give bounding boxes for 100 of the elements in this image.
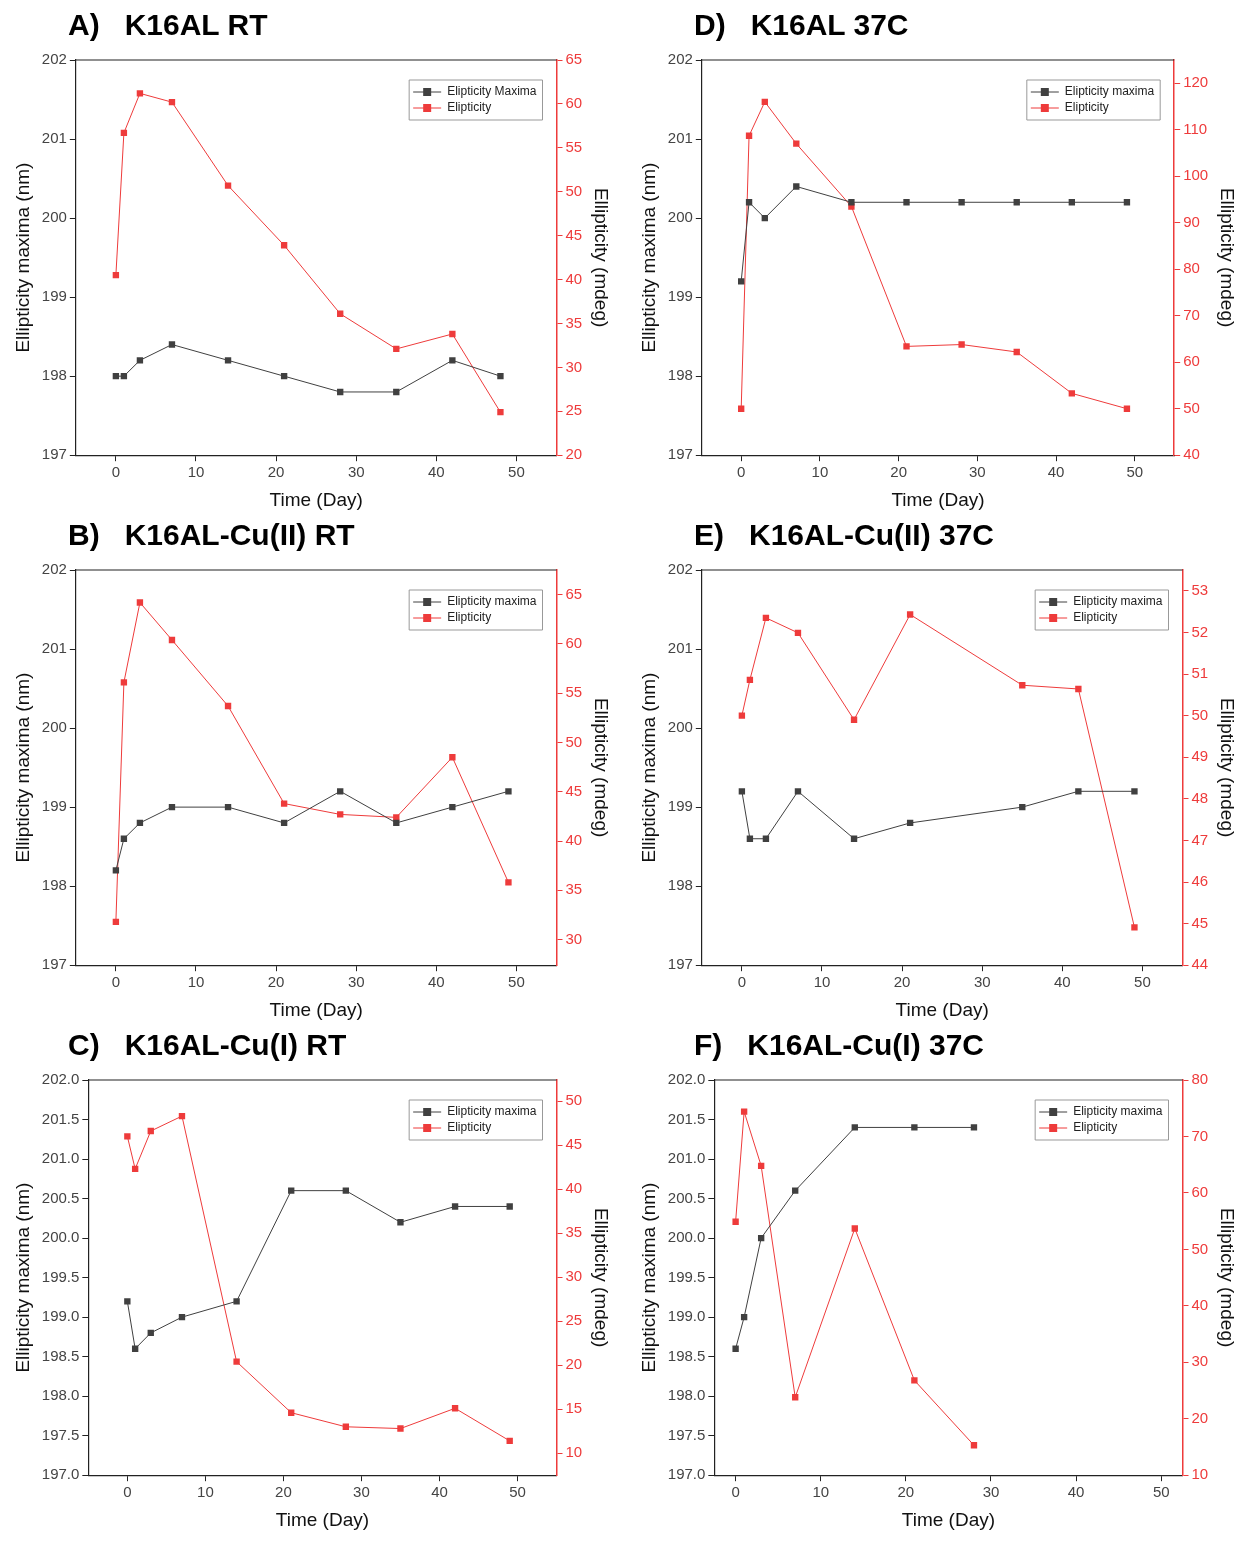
y-tick-label: 201 (667, 129, 693, 147)
point (851, 1225, 858, 1232)
point (738, 712, 746, 719)
x-tick-label: 40 (1067, 1483, 1085, 1501)
y-tick-label: 199.5 (667, 1267, 706, 1285)
point (131, 1345, 139, 1352)
y-tick-label: 201 (667, 639, 693, 657)
x-tick-label: 0 (737, 973, 747, 991)
y2-tick-label: 35 (565, 880, 583, 898)
y-tick-label: 200.5 (667, 1188, 706, 1206)
point (1123, 405, 1131, 412)
x-tick-label: 30 (982, 1483, 1000, 1501)
legend-label: Elipticity maxima (1073, 594, 1163, 609)
point (337, 811, 344, 818)
y2-tick-label: 55 (565, 683, 583, 701)
y-tick-label: 197.5 (41, 1425, 80, 1443)
y2-tick-label: 48 (1191, 788, 1209, 806)
point (449, 330, 456, 338)
y2-tick-label: 53 (1191, 580, 1209, 598)
x-axis-title: Time (Day) (269, 488, 363, 510)
x-tick-label: 0 (731, 1483, 740, 1501)
x-tick-label: 0 (111, 463, 121, 481)
y2-tick-label: 45 (1191, 913, 1209, 931)
point (906, 611, 914, 618)
point (911, 1124, 918, 1131)
point (793, 183, 800, 190)
y-tick-label: 199 (41, 797, 67, 815)
y-tick-label: 199 (667, 287, 693, 305)
y-tick-label: 201.5 (41, 1109, 80, 1127)
x-tick-label: 50 (1126, 463, 1144, 481)
y-tick-label: 202 (41, 560, 67, 578)
y2-tick-label: 40 (1183, 445, 1200, 463)
y-axis-title: Ellipticity maxima (nm) (637, 672, 659, 863)
legend-label: Elipticity (447, 1120, 492, 1135)
point (449, 754, 456, 761)
point (120, 679, 128, 686)
x-axis-title: Time (Day) (901, 1508, 996, 1530)
legend-label: Elipticity maxima (1073, 1104, 1163, 1119)
x-tick-label: 20 (267, 463, 285, 481)
y2-tick-label: 25 (565, 401, 583, 419)
y-tick-label: 201.0 (667, 1149, 706, 1167)
y-tick-label: 197 (667, 445, 693, 463)
y-tick-label: 198 (41, 876, 67, 894)
y2-axis-title: Ellipticity (mdeg) (591, 1207, 613, 1348)
y2-axis-title: Ellipticity (mdeg) (1217, 1207, 1239, 1348)
legend-label: Elipticity (447, 610, 492, 625)
legend-label: Elipticity maxima (1064, 84, 1155, 99)
x-tick-label: 20 (275, 1483, 292, 1501)
y2-tick-label: 50 (565, 1091, 583, 1109)
y2-tick-label: 55 (565, 137, 583, 155)
y-tick-label: 198.5 (41, 1346, 80, 1364)
y2-tick-label: 51 (1191, 664, 1209, 682)
y2-tick-label: 25 (565, 1311, 583, 1329)
point (112, 867, 120, 874)
x-tick-label: 30 (353, 1483, 370, 1501)
y2-tick-label: 110 (1183, 119, 1208, 137)
y2-tick-label: 45 (565, 225, 583, 243)
y2-axis-title: Ellipticity (mdeg) (591, 697, 613, 838)
y2-tick-label: 50 (1191, 705, 1209, 723)
point (745, 199, 753, 206)
y-tick-label: 197.5 (667, 1425, 706, 1443)
y2-tick-label: 60 (565, 634, 583, 652)
y-tick-label: 199 (41, 287, 67, 305)
y-tick-label: 197 (41, 955, 67, 973)
point (1068, 390, 1076, 397)
y2-tick-label: 10 (1191, 1465, 1209, 1483)
y-tick-label: 200.0 (41, 1228, 80, 1246)
y2-tick-label: 45 (565, 1135, 583, 1153)
y-tick-label: 197 (41, 445, 67, 463)
chart-title: C) K16AL-Cu(I) RT (67, 1028, 348, 1063)
point (505, 879, 512, 886)
point (1123, 199, 1131, 206)
y2-tick-label: 90 (1183, 212, 1200, 230)
y2-tick-label: 65 (565, 50, 583, 68)
y-tick-label: 200 (667, 718, 693, 736)
point (903, 343, 910, 350)
point (136, 599, 144, 606)
y2-tick-label: 30 (1191, 1352, 1209, 1370)
x-tick-label: 50 (1134, 973, 1151, 991)
point (506, 1203, 513, 1210)
point (449, 357, 456, 364)
legend-label: Elipticity maxima (447, 594, 537, 609)
y2-tick-label: 10 (565, 1443, 583, 1461)
y2-tick-label: 49 (1191, 747, 1209, 765)
x-tick-label: 10 (187, 973, 205, 991)
legend-label: Elipticity Maxima (447, 84, 537, 99)
point (451, 1203, 459, 1210)
point (233, 1358, 240, 1365)
y-axis-title: Ellipticity maxima (nm) (637, 162, 659, 353)
y-tick-label: 202 (667, 560, 693, 578)
x-tick-label: 10 (813, 973, 831, 991)
point (757, 1162, 765, 1169)
legend-label: Elipticity (447, 100, 492, 115)
legend-label: Elipticity (1073, 610, 1118, 625)
chart-title: A) K16AL RT (67, 8, 269, 43)
y2-tick-label: 40 (1191, 1295, 1209, 1313)
y-axis-title: Ellipticity maxima (nm) (637, 1182, 659, 1373)
y2-axis-title: Ellipticity (mdeg) (1217, 697, 1239, 838)
y2-tick-label: 60 (1183, 352, 1200, 370)
point (497, 372, 504, 380)
